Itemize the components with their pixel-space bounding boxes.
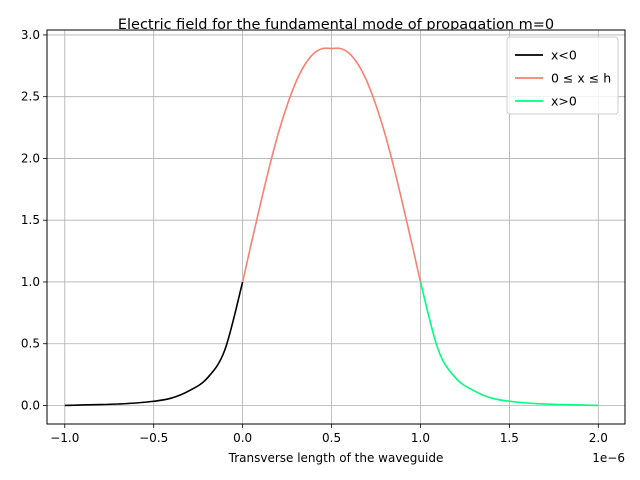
y-tick-label: 0.5 [21, 337, 40, 351]
y-axis-ticks: 0.0 0.5 1.0 1.5 2.0 2.5 3.0 [21, 28, 47, 412]
y-tick-label: 1.0 [21, 275, 40, 289]
series-line-2 [419, 281, 599, 407]
x-axis-label: Transverse length of the waveguide [228, 451, 444, 465]
x-tick-label: 2.0 [589, 431, 608, 445]
legend-label-2: x>0 [551, 94, 577, 109]
legend-box [506, 36, 619, 115]
y-tick-label: 0.0 [21, 398, 40, 412]
x-tick-label: 0.5 [322, 431, 341, 445]
x-tick-label: −0.5 [139, 431, 168, 445]
x-axis-ticks: −1.0 −0.5 0.0 0.5 1.0 1.5 2.0 [50, 424, 608, 445]
legend: x<0 0 ≤ x ≤ h x>0 [506, 36, 619, 115]
legend-label-0: x<0 [551, 48, 577, 63]
legend-label-1: 0 ≤ x ≤ h [551, 71, 611, 86]
x-tick-label: −1.0 [50, 431, 79, 445]
y-tick-label: 2.5 [21, 90, 40, 104]
series-layer [64, 47, 599, 407]
series-line-1 [241, 47, 422, 283]
axes-frame [46, 29, 626, 425]
series-line-0 [64, 281, 244, 407]
x-tick-label: 1.5 [500, 431, 519, 445]
y-tick-label: 3.0 [21, 28, 40, 42]
x-tick-label: 0.0 [233, 431, 252, 445]
y-tick-label: 1.5 [21, 213, 40, 227]
x-axis-offset-label: 1e−6 [592, 451, 625, 465]
x-tick-label: 1.0 [411, 431, 430, 445]
chart-title: Electric field for the fundamental mode … [118, 17, 554, 33]
y-tick-label: 2.0 [21, 151, 40, 165]
